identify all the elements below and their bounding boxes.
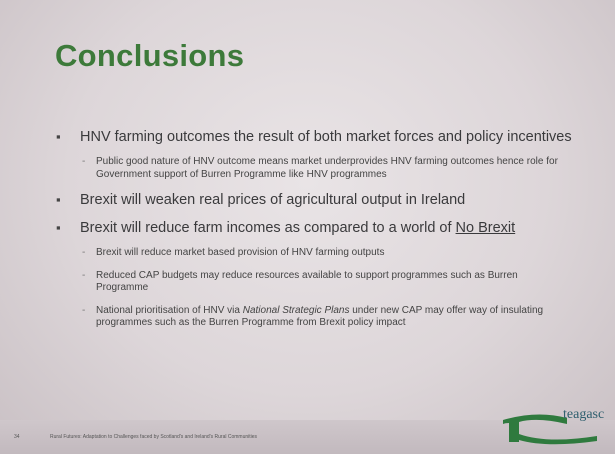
text-run: Brexit will reduce farm incomes as compa…	[80, 220, 456, 236]
text-run: Brexit will reduce market based provisio…	[96, 247, 384, 258]
logo-text: teagasc	[563, 407, 604, 422]
sub-bullet: Public good nature of HNV outcome means …	[52, 156, 572, 181]
text-run: Reduced CAP budgets may reduce resources…	[96, 270, 518, 294]
sub-bullet: National prioritisation of HNV via Natio…	[52, 305, 572, 330]
page-number: 34	[14, 434, 20, 440]
logo: teagasc	[497, 404, 607, 448]
footer-text: Rural Futures: Adaptation to Challenges …	[50, 434, 257, 440]
sub-bullet: Reduced CAP budgets may reduce resources…	[52, 270, 572, 295]
text-run: National Strategic Plans	[243, 305, 350, 316]
sub-bullet: Brexit will reduce market based provisio…	[52, 247, 572, 260]
text-run: No Brexit	[456, 220, 516, 236]
bullet-list: HNV farming outcomes the result of both …	[52, 128, 572, 340]
bullet: Brexit will weaken real prices of agricu…	[52, 191, 572, 209]
bullet: HNV farming outcomes the result of both …	[52, 128, 572, 146]
slide-title: Conclusions	[55, 38, 244, 74]
text-run: Public good nature of HNV outcome means …	[96, 156, 558, 180]
slide: Conclusions HNV farming outcomes the res…	[0, 0, 615, 454]
bullet: Brexit will reduce farm incomes as compa…	[52, 219, 572, 237]
text-run: National prioritisation of HNV via	[96, 305, 243, 316]
text-run: Brexit will weaken real prices of agricu…	[80, 192, 465, 208]
logo-swoosh	[519, 434, 597, 444]
text-run: HNV farming outcomes the result of both …	[80, 129, 572, 145]
logo-mark	[503, 414, 567, 442]
